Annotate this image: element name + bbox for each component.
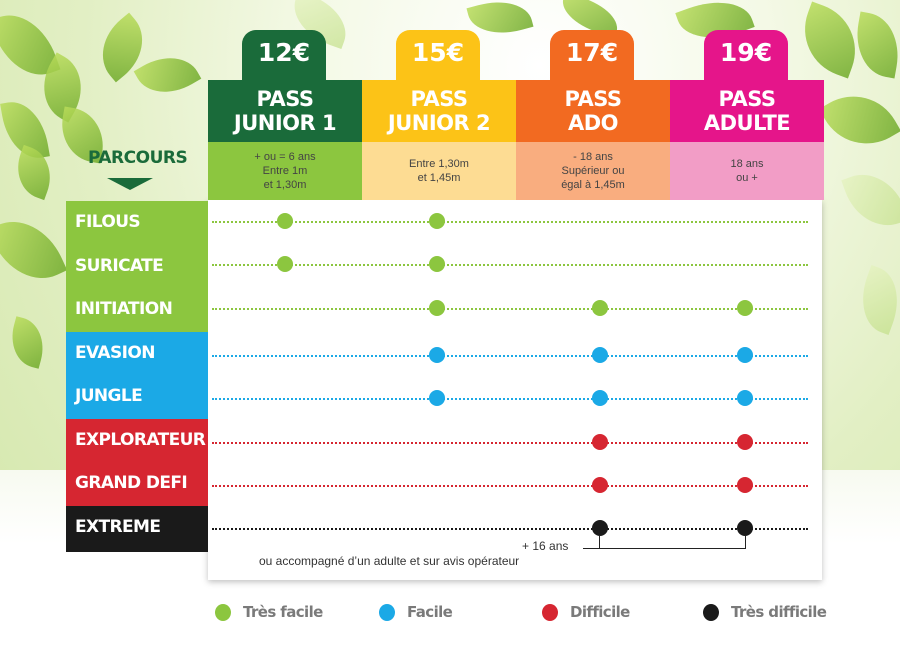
dot-initiation-adulte — [737, 300, 753, 316]
parcours-suricate: SURICATE — [66, 244, 208, 288]
pass-conditions: Entre 1,30m et 1,45m — [362, 142, 516, 200]
dot-evasion-ado — [592, 347, 608, 363]
pass-name: PASS ADULTE — [670, 80, 824, 142]
blue-dot-icon — [379, 603, 395, 621]
pass-name-line2: JUNIOR 1 — [233, 111, 337, 135]
black-dot-icon — [703, 603, 719, 621]
dot-evasion-junior2 — [429, 347, 445, 363]
row-line-suricate — [212, 264, 808, 266]
pass-name: PASS ADO — [516, 80, 670, 142]
pass-name: PASS JUNIOR 1 — [208, 80, 362, 142]
green-dot-icon — [215, 603, 231, 621]
parcours-evasion: EVASION — [66, 331, 208, 375]
price-tab: 19€ — [704, 30, 788, 80]
row-line-evasion — [212, 355, 808, 357]
dot-evasion-adulte — [737, 347, 753, 363]
pass-name-line1: PASS — [564, 87, 622, 111]
legend-tres-facile: Très facile — [215, 603, 323, 621]
dot-filous-junior1 — [277, 213, 293, 229]
parcours-extreme: EXTREME — [66, 505, 208, 552]
dot-extreme-adulte — [737, 520, 753, 536]
parcours-initiation: INITIATION — [66, 288, 208, 332]
pass-name-line2: ADULTE — [703, 111, 791, 135]
legend-facile: Facile — [379, 603, 453, 621]
dot-jungle-junior2 — [429, 390, 445, 406]
dot-suricate-junior2 — [429, 256, 445, 272]
row-line-grand-defi — [212, 485, 808, 487]
price-tab: 12€ — [242, 30, 326, 80]
dot-grand-defi-adulte — [737, 477, 753, 493]
row-line-explorateur — [212, 442, 808, 444]
legend-label: Difficile — [570, 603, 630, 621]
legend-label: Très difficile — [731, 603, 827, 621]
parcours-heading: PARCOURS — [88, 148, 188, 168]
dot-initiation-ado — [592, 300, 608, 316]
extreme-bracket-tail — [583, 548, 600, 549]
pass-conditions: 18 ans ou + — [670, 142, 824, 200]
parcours-filous: FILOUS — [66, 201, 208, 245]
pricing-table-card — [208, 200, 822, 580]
dot-grand-defi-ado — [592, 477, 608, 493]
dot-suricate-junior1 — [277, 256, 293, 272]
dot-explorateur-ado — [592, 434, 608, 450]
extreme-age-note: + 16 ans — [522, 539, 569, 553]
arrow-down-icon — [107, 178, 153, 190]
pass-conditions: + ou = 6 ans Entre 1m et 1,30m — [208, 142, 362, 200]
dot-explorateur-adulte — [737, 434, 753, 450]
pass-name-line1: PASS — [410, 87, 468, 111]
dot-filous-junior2 — [429, 213, 445, 229]
legend-difficile: Difficile — [542, 603, 630, 621]
legend-label: Très facile — [243, 603, 323, 621]
extreme-condition-note: ou accompagné d’un adulte et sur avis op… — [259, 554, 520, 568]
parcours-grand-defi: GRAND DEFI — [66, 462, 208, 506]
dot-jungle-adulte — [737, 390, 753, 406]
pass-name-line2: ADO — [567, 111, 619, 135]
parcours-jungle: JUNGLE — [66, 375, 208, 419]
legend-tres-difficile: Très difficile — [703, 603, 827, 621]
extreme-bracket — [599, 536, 746, 549]
price-tab: 15€ — [396, 30, 480, 80]
parcours-explorateur: EXPLORATEUR — [66, 418, 208, 462]
pass-conditions: - 18 ans Supérieur ou égal à 1,45m — [516, 142, 670, 200]
legend-label: Facile — [407, 603, 453, 621]
pass-name: PASS JUNIOR 2 — [362, 80, 516, 142]
dot-jungle-ado — [592, 390, 608, 406]
row-line-initiation — [212, 308, 808, 310]
pass-name-line1: PASS — [256, 87, 314, 111]
pass-name-line2: JUNIOR 2 — [387, 111, 491, 135]
dot-initiation-junior2 — [429, 300, 445, 316]
row-line-filous — [212, 221, 808, 223]
red-dot-icon — [542, 603, 558, 621]
row-line-jungle — [212, 398, 808, 400]
pass-name-line1: PASS — [718, 87, 776, 111]
dot-extreme-ado — [592, 520, 608, 536]
price-tab: 17€ — [550, 30, 634, 80]
row-line-extreme — [212, 528, 808, 530]
